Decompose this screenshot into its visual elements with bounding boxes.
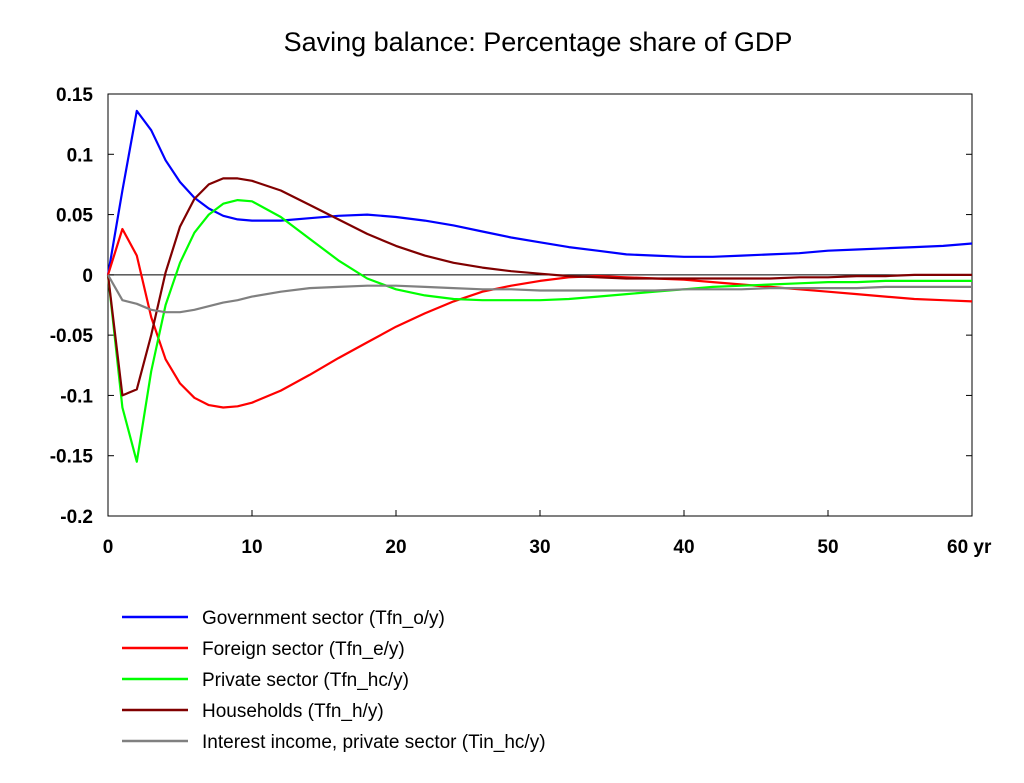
legend-label: Households (Tfn_h/y) [202, 701, 384, 722]
axis-ticks: 0.15 0.1 0.05 0 -0.05 -0.1 -0.15 -0.2 0 10 20 30 40 5… [50, 85, 992, 558]
legend-label: Interest income, private sector (Tin_hc/… [202, 732, 546, 753]
y-tick-label: -0.15 [50, 447, 94, 468]
x-tick-label: 40 [673, 537, 694, 558]
legend-label: Foreign sector (Tfn_e/y) [202, 639, 405, 660]
legend-label: Private sector (Tfn_hc/y) [202, 670, 409, 691]
y-tick-label: -0.05 [50, 326, 94, 347]
x-tick-label: 20 [385, 537, 406, 558]
y-tick-label: -0.1 [60, 386, 93, 407]
y-tick-label: 0.15 [56, 85, 93, 106]
y-tick-label: -0.2 [60, 507, 93, 528]
series-line-1 [106, 109, 973, 276]
y-tick-label: 0 [82, 266, 93, 287]
plot-area-frame [107, 93, 973, 517]
y-tick-label: 0.05 [56, 206, 93, 227]
y-tick-label: 0.1 [67, 145, 94, 166]
series-line-5 [107, 274, 972, 314]
x-tick-label: 0 [103, 537, 114, 558]
series-line-2 [106, 227, 973, 409]
x-tick-label: 30 [529, 537, 550, 558]
series-line-4 [106, 177, 972, 397]
series-line-3 [106, 199, 972, 463]
series-lines [106, 109, 973, 463]
x-tick-label: 50 [817, 537, 838, 558]
legend: Government sector (Tfn_o/y) Foreign secto… [122, 608, 546, 753]
chart-title: Saving balance: Percentage share of GDP [284, 27, 793, 57]
legend-label: Government sector (Tfn_o/y) [202, 608, 445, 629]
x-tick-label: 60 yr [947, 537, 992, 558]
x-tick-label: 10 [241, 537, 262, 558]
